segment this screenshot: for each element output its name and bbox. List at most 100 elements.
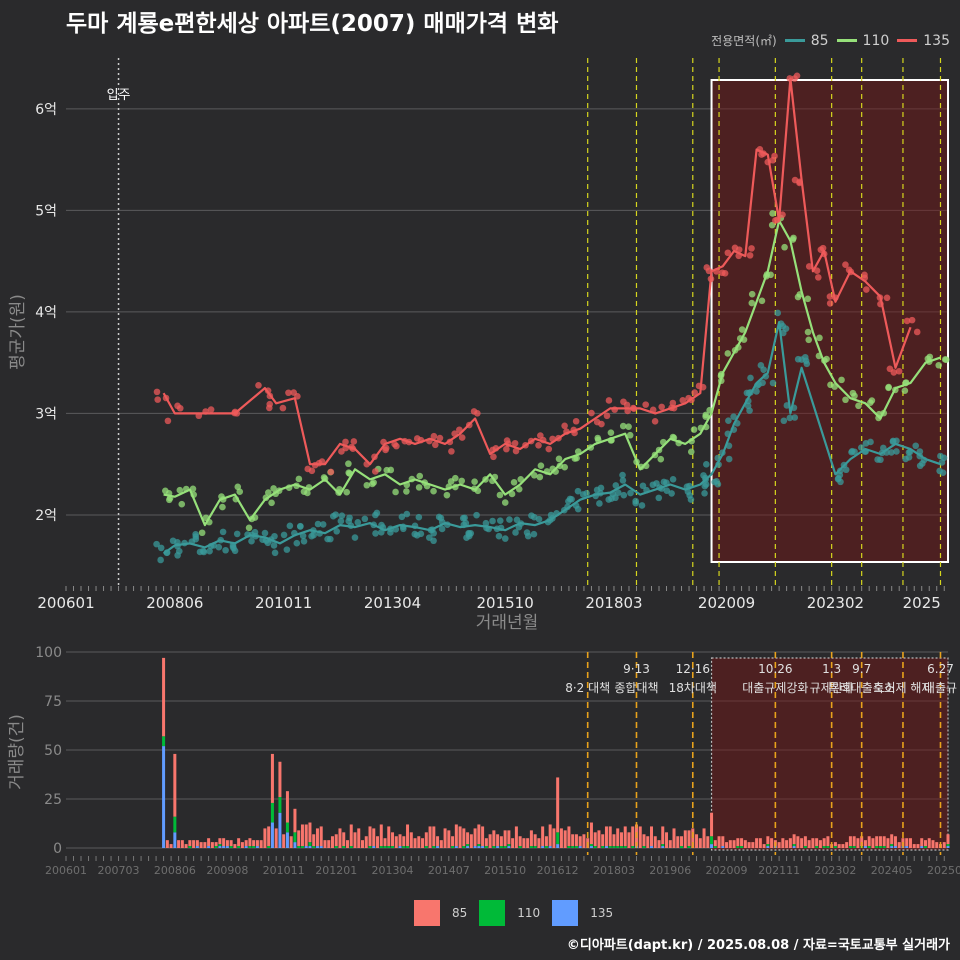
scatter-point-85 (153, 540, 160, 548)
scatter-point-110 (265, 489, 272, 496)
scatter-point-85 (669, 475, 677, 483)
bar-85 (203, 842, 207, 848)
bar-85 (327, 840, 331, 848)
scatter-point-135 (669, 399, 677, 407)
scatter-point-110 (471, 478, 478, 485)
bar-85 (195, 840, 199, 847)
bar-110 (713, 846, 717, 848)
bar-110 (503, 846, 507, 848)
bar-85 (732, 840, 736, 848)
bar-85 (571, 834, 575, 847)
scatter-point-85 (280, 531, 288, 539)
bar-85 (255, 840, 259, 847)
scatter-point-85 (435, 513, 443, 521)
bar-85 (833, 842, 837, 847)
bar-135 (905, 846, 909, 848)
bar-135 (890, 846, 894, 848)
legend-line-85 (784, 39, 805, 42)
bar-y-tick-label: 25 (44, 792, 62, 808)
bar-85 (417, 836, 421, 848)
scatter-point-110 (702, 413, 709, 420)
bar-135 (162, 746, 166, 848)
legend-bottom-label-110: 110 (517, 906, 541, 920)
bar-110 (848, 846, 852, 848)
bar-85 (349, 824, 353, 847)
bar-85 (691, 828, 695, 848)
scatter-point-85 (415, 513, 423, 521)
bar-135 (481, 846, 485, 848)
bar-110 (589, 844, 593, 847)
scatter-point-135 (658, 403, 665, 411)
scatter-point-110 (416, 472, 424, 480)
bar-85 (803, 836, 807, 847)
scatter-point-110 (345, 460, 352, 468)
bar-85 (905, 838, 909, 847)
scatter-point-135 (255, 382, 262, 389)
scatter-point-110 (607, 429, 615, 436)
scatter-point-135 (164, 417, 172, 425)
bar-135 (507, 846, 511, 848)
scatter-point-135 (826, 300, 834, 307)
scatter-point-110 (724, 350, 732, 357)
scatter-point-85 (332, 511, 339, 518)
bar-135 (398, 846, 402, 848)
bar-135 (222, 846, 226, 848)
bar-110 (214, 846, 218, 848)
scatter-point-85 (614, 489, 622, 497)
scatter-point-85 (574, 487, 582, 495)
scatter-point-85 (620, 491, 628, 499)
bar-85 (642, 834, 646, 847)
bar-85 (604, 826, 608, 847)
bar-85 (342, 832, 346, 847)
bar-85 (248, 838, 252, 847)
bar-135 (466, 846, 470, 848)
scatter-point-85 (308, 532, 315, 540)
bar-85 (740, 838, 744, 847)
bar-85 (668, 840, 672, 848)
bar-85 (886, 838, 890, 848)
scatter-point-85 (319, 521, 327, 528)
series-line-135 (162, 77, 912, 466)
scatter-point-85 (703, 461, 710, 468)
scatter-point-135 (436, 434, 444, 442)
bar-85 (454, 824, 458, 847)
bar-135 (604, 846, 608, 848)
bar-110 (173, 816, 177, 833)
bar-110 (680, 846, 684, 848)
bar-85 (379, 824, 383, 847)
scatter-point-135 (382, 444, 390, 452)
scatter-point-85 (769, 379, 777, 387)
bar-85 (492, 830, 496, 847)
bar-85 (451, 836, 455, 847)
bar-85 (863, 840, 867, 847)
bar-135 (454, 846, 458, 848)
scatter-point-85 (261, 529, 269, 537)
bar-85 (511, 838, 515, 848)
legend-box-135 (552, 900, 579, 926)
bar-85 (935, 842, 939, 848)
bar-85 (893, 836, 897, 847)
scatter-point-85 (786, 414, 794, 422)
scatter-point-110 (868, 397, 876, 404)
scatter-point-135 (793, 72, 801, 80)
scatter-point-110 (178, 500, 186, 508)
scatter-point-85 (219, 528, 227, 536)
scatter-point-85 (297, 522, 304, 530)
bar-85 (721, 836, 725, 847)
bar-y-tick-label: 100 (35, 645, 62, 661)
scatter-point-135 (908, 316, 916, 324)
bar-135 (578, 846, 582, 848)
bar-x-tick-label: 200601 (45, 864, 87, 877)
scatter-point-135 (279, 404, 287, 412)
scatter-point-135 (338, 448, 345, 455)
bar-85 (616, 828, 620, 847)
y-tick-label: 4억 (35, 305, 57, 321)
bar-110 (451, 846, 455, 848)
scatter-point-85 (747, 374, 754, 382)
scatter-point-135 (512, 447, 520, 455)
bar-85 (582, 834, 586, 848)
scatter-point-85 (627, 489, 634, 497)
bar-135 (218, 846, 222, 848)
policy-label-top: 6.27 (927, 662, 954, 676)
scatter-point-110 (300, 488, 308, 495)
